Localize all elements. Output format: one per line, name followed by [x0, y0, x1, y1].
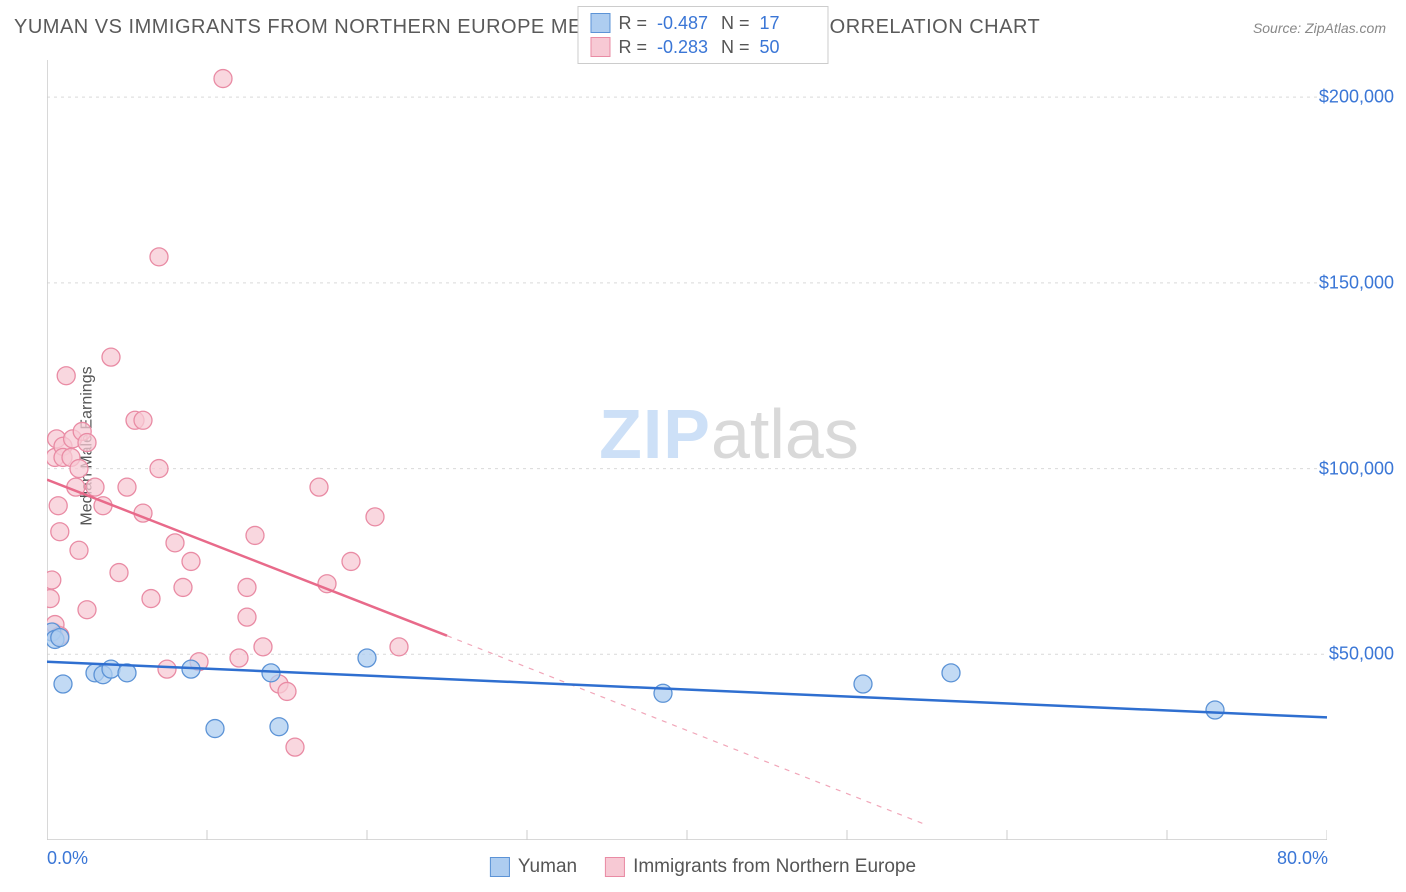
legend-row-immigrants: R = -0.283 N = 50	[590, 35, 815, 59]
correlation-legend: R = -0.487 N = 17 R = -0.283 N = 50	[577, 6, 828, 64]
legend-label-yuman: Yuman	[518, 856, 577, 878]
legend-label-immigrants: Immigrants from Northern Europe	[633, 856, 916, 878]
x-tick-label: 80.0%	[1277, 848, 1328, 869]
source-attribution: Source: ZipAtlas.com	[1253, 20, 1386, 36]
x-tick-label: 0.0%	[47, 848, 88, 869]
n-value-yuman: 17	[760, 11, 816, 35]
r-label: R =	[618, 11, 647, 35]
y-tick-label: $200,000	[1319, 87, 1394, 108]
legend-item-yuman: Yuman	[490, 856, 577, 878]
n-label: N =	[721, 35, 750, 59]
legend-row-yuman: R = -0.487 N = 17	[590, 11, 815, 35]
chart-title: YUMAN VS IMMIGRANTS FROM NORTHERN EUROPE…	[14, 16, 1040, 39]
legend-swatch-immigrants-bottom	[605, 857, 625, 877]
r-label: R =	[618, 35, 647, 59]
legend-swatch-immigrants	[590, 37, 610, 57]
series-legend: Yuman Immigrants from Northern Europe	[490, 856, 916, 878]
n-label: N =	[721, 11, 750, 35]
legend-swatch-yuman	[590, 13, 610, 33]
r-value-immigrants: -0.283	[657, 35, 713, 59]
legend-swatch-yuman-bottom	[490, 857, 510, 877]
y-tick-label: $100,000	[1319, 458, 1394, 479]
legend-item-immigrants: Immigrants from Northern Europe	[605, 856, 916, 878]
y-tick-label: $150,000	[1319, 272, 1394, 293]
chart-plot	[47, 60, 1327, 840]
n-value-immigrants: 50	[760, 35, 816, 59]
r-value-yuman: -0.487	[657, 11, 713, 35]
y-tick-label: $50,000	[1329, 644, 1394, 665]
